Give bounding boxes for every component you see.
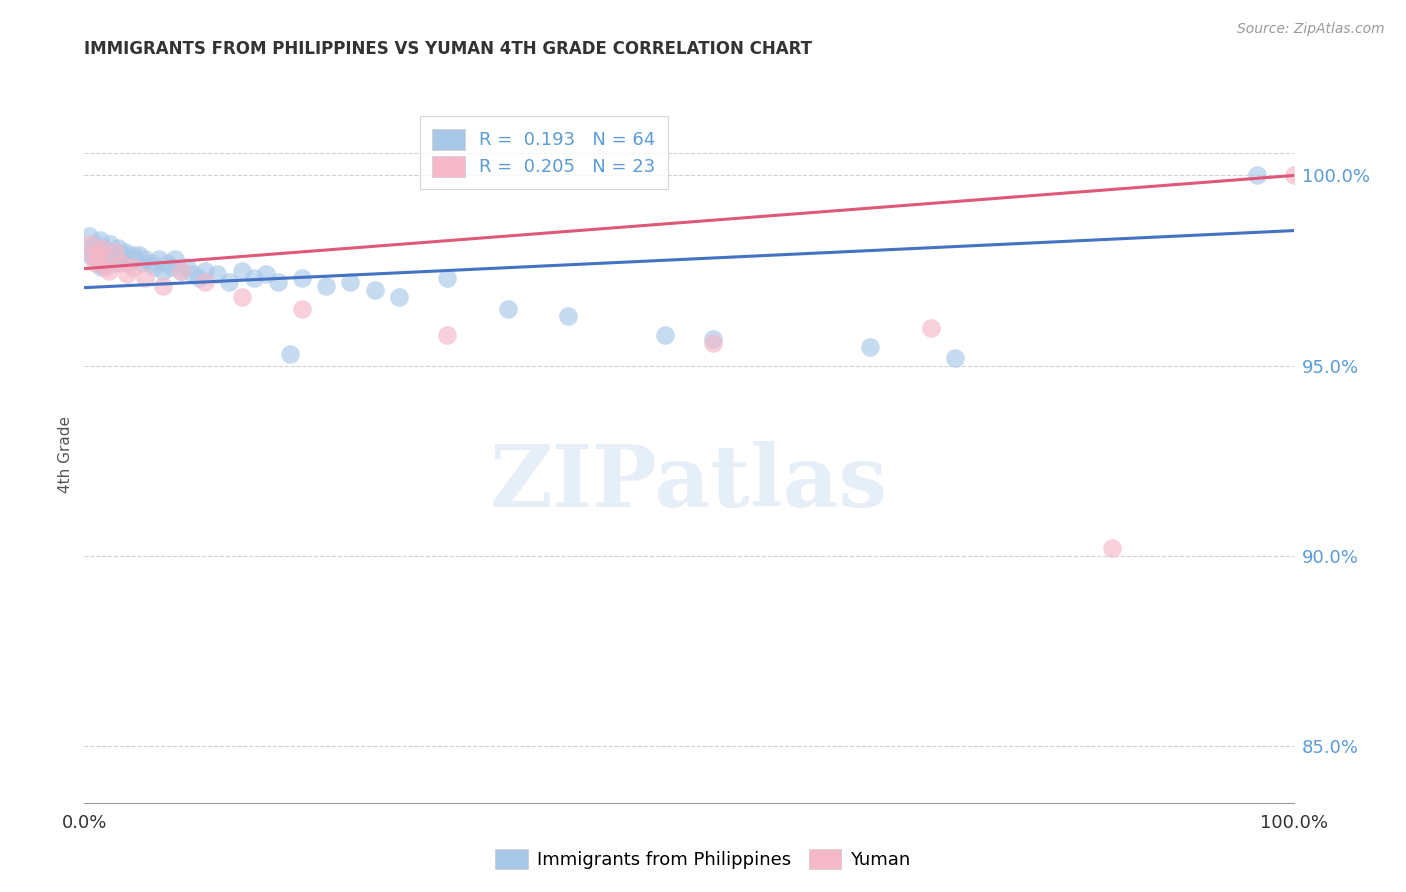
Point (107, 241, 129, 255)
Point (110, 252, 132, 266)
Point (152, 278, 174, 293)
Point (654, 328, 676, 343)
Point (315, 278, 337, 293)
Point (86, 252, 108, 266)
Point (104, 248, 127, 262)
Point (90, 260, 112, 274)
Point (100, 252, 122, 266)
Point (388, 290, 411, 304)
Point (291, 301, 314, 316)
Text: IMMIGRANTS FROM PHILIPPINES VS YUMAN 4TH GRADE CORRELATION CHART: IMMIGRANTS FROM PHILIPPINES VS YUMAN 4TH… (84, 40, 813, 58)
Point (114, 244, 136, 259)
Point (82, 248, 104, 262)
Text: ZIPatlas: ZIPatlas (489, 441, 889, 524)
Legend: Immigrants from Philippines, Yuman: Immigrants from Philippines, Yuman (486, 839, 920, 879)
Point (143, 260, 166, 274)
Point (128, 248, 150, 262)
Point (218, 275, 240, 289)
Point (188, 271, 211, 285)
Point (242, 271, 264, 285)
Point (77, 229, 100, 244)
Point (160, 260, 183, 274)
Point (115, 268, 138, 282)
Point (231, 290, 253, 304)
Point (110, 256, 132, 270)
Point (124, 252, 146, 266)
Point (84, 256, 107, 270)
Point (96, 256, 118, 270)
Point (702, 332, 724, 346)
Point (194, 275, 217, 289)
Point (86, 244, 108, 259)
Point (134, 271, 156, 285)
Point (152, 263, 174, 277)
Point (97, 263, 120, 277)
Point (91, 248, 114, 262)
Point (94, 244, 117, 259)
Point (97, 248, 120, 262)
Point (363, 283, 385, 297)
Point (98, 236, 121, 251)
Point (79, 236, 101, 251)
Point (91, 241, 114, 255)
Point (104, 244, 127, 259)
Point (291, 271, 314, 285)
Point (89, 233, 111, 247)
Point (112, 248, 135, 262)
Point (1282, 169, 1305, 183)
Point (84, 236, 107, 251)
Y-axis label: 4th Grade: 4th Grade (58, 417, 73, 493)
Point (134, 252, 156, 266)
Point (121, 248, 143, 262)
Point (1246, 169, 1268, 183)
Point (155, 256, 177, 270)
Point (82, 248, 104, 262)
Legend: R =  0.193   N = 64, R =  0.205   N = 23: R = 0.193 N = 64, R = 0.205 N = 23 (419, 116, 668, 189)
Point (94, 260, 117, 274)
Point (267, 275, 290, 289)
Point (920, 320, 942, 334)
Point (79, 248, 101, 262)
Point (436, 271, 458, 285)
Point (859, 340, 882, 354)
Point (170, 263, 193, 277)
Point (165, 252, 187, 266)
Point (101, 244, 124, 259)
Point (93, 241, 115, 255)
Point (86, 244, 108, 259)
Point (1101, 541, 1123, 555)
Point (181, 268, 204, 282)
Point (278, 347, 301, 361)
Point (557, 309, 579, 323)
Point (207, 268, 229, 282)
Point (176, 260, 198, 274)
Point (80, 241, 103, 255)
Point (139, 256, 162, 270)
Point (120, 252, 142, 266)
Point (94, 252, 117, 266)
Text: Source: ZipAtlas.com: Source: ZipAtlas.com (1237, 22, 1385, 37)
Point (702, 335, 724, 350)
Point (131, 256, 153, 270)
Point (194, 263, 217, 277)
Point (117, 256, 139, 270)
Point (254, 268, 277, 282)
Point (436, 328, 458, 343)
Point (121, 260, 143, 274)
Point (339, 275, 361, 289)
Point (943, 351, 966, 365)
Point (87, 256, 110, 270)
Point (89, 252, 111, 266)
Point (496, 301, 519, 316)
Point (148, 252, 170, 266)
Point (170, 263, 193, 277)
Point (231, 263, 253, 277)
Point (104, 256, 127, 270)
